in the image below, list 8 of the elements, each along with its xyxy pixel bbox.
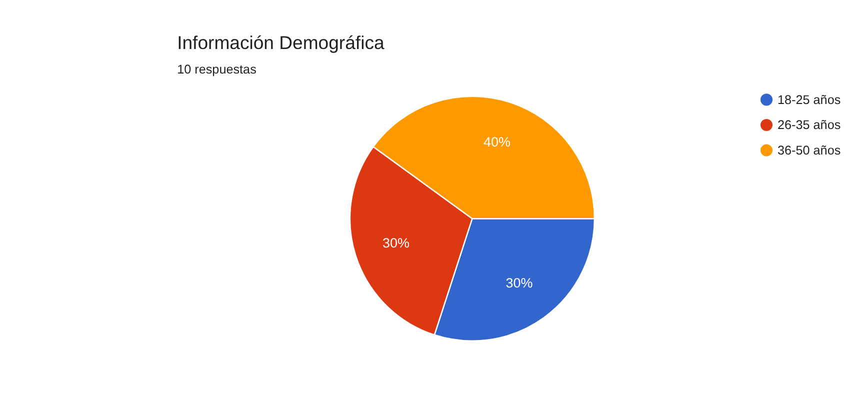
chart-title: Información Demográfica — [177, 32, 385, 54]
data-label: 40% — [483, 134, 510, 150]
data-label: 30% — [506, 276, 533, 291]
legend-label: 18-25 años — [777, 92, 841, 107]
legend-label: 36-50 años — [777, 144, 841, 158]
legend-label: 26-35 años — [777, 118, 841, 132]
data-label: 30% — [382, 236, 410, 251]
text: 10 respuestas — [177, 62, 256, 77]
